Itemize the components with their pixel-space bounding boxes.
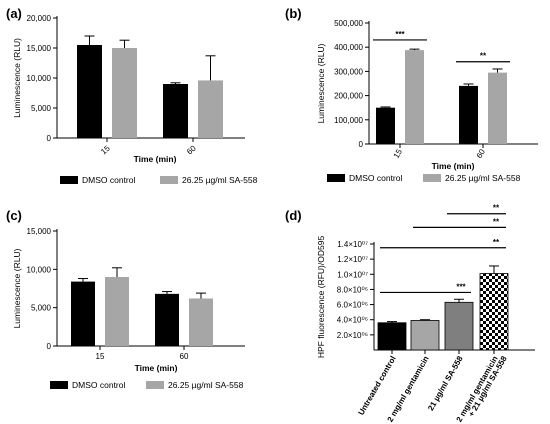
panel-c-legend-label: 26.25 µg/ml SA-558 [168, 380, 244, 390]
panel-b-ytick-label: 500,000 [334, 19, 363, 28]
panel-b-ytick-label: 100,000 [334, 116, 363, 125]
panel-b-bar [459, 85, 478, 144]
panel-c-xtitle: Time (min) [135, 363, 178, 373]
panel-b-significance-label: ** [480, 52, 487, 61]
panel-b-significance-label: *** [395, 30, 405, 39]
panel-d-bar [377, 322, 407, 351]
panel-d-xtick-label: 21 µg/ml SA-558 [426, 354, 465, 412]
panel-a-ytick-label: 5,000 [31, 104, 52, 113]
panel-d-letter: (d) [285, 208, 302, 223]
panel-c-bar [155, 293, 179, 346]
panel-d-significance-label: ** [493, 204, 500, 213]
panel-b-legend-swatch [423, 174, 441, 182]
panel-b-xtick-label: 15 [392, 147, 405, 160]
panel-b-bar [405, 50, 424, 144]
panel-b-legend-label: DMSO control [349, 173, 402, 183]
panel-d-ylabel: HPF fluorescence (RFU)/OD595 [316, 236, 326, 359]
panel-a-xtick-label: 60 [185, 143, 198, 156]
panel-d-ytick-label: 8.0×10⁰⁶ [337, 285, 368, 294]
panel-c-ytick-label: 10,000 [27, 265, 52, 274]
panel-a-ytick-label: 15,000 [27, 44, 52, 53]
panel-b-bar [488, 72, 507, 144]
panel-d-significance-label: ** [493, 238, 500, 247]
panel-c-bar [189, 298, 213, 346]
panel-d-bar [479, 273, 509, 351]
panel-b-legend-swatch [327, 174, 345, 182]
panel-d-ytick-label: 1.0×10⁰⁷ [337, 270, 368, 279]
panel-c-xtick-label: 15 [96, 352, 105, 361]
panel-a-legend-label: 26.25 µg/ml SA-558 [182, 175, 258, 185]
panel-a-xtitle: Time (min) [134, 154, 177, 164]
panel-c-bar [71, 281, 95, 346]
panel-d-ytick-label: 1.4×10⁰⁷ [337, 240, 368, 249]
panel-b-bar [376, 107, 395, 144]
panel-c-legend-swatch [146, 381, 164, 389]
panel-b-xtick-label: 60 [475, 147, 488, 160]
panel-d-ytick-label: 6.0×10⁰⁶ [337, 301, 368, 310]
panel-b-ytick-label: 400,000 [334, 43, 363, 52]
panel-a-bar [112, 48, 137, 138]
panel-b-xtitle: Time (min) [432, 161, 475, 171]
panel-d-ytick-label: 4.0×10⁰⁶ [337, 316, 368, 325]
panel-a-ytick-label: 10,000 [27, 74, 52, 83]
panel-a-ytick-label: 20,000 [27, 14, 52, 23]
panel-a-xtick-label: 15 [99, 143, 112, 156]
panel-d-ytick-label: 1.2×10⁰⁷ [337, 255, 368, 264]
panel-c-letter: (c) [6, 208, 22, 223]
panel-a-bar [163, 84, 188, 138]
panel-b-ytick-label: 200,000 [334, 92, 363, 101]
panel-d-significance-label: *** [456, 282, 466, 291]
panel-a-bar [198, 80, 223, 138]
panel-a-letter: (a) [6, 6, 22, 21]
panel-c-ytick-label: 5,000 [31, 304, 52, 313]
panel-c-ytick-label: 0 [47, 342, 52, 351]
panel-d-bar [444, 301, 474, 351]
panel-c-legend-swatch [50, 381, 68, 389]
panel-a-legend-label: DMSO control [82, 175, 135, 185]
panel-a-legend-swatch [60, 176, 78, 184]
panel-c-ylabel: Luminescence (RLU) [12, 248, 22, 328]
panel-b-legend-label: 26.25 µg/ml SA-558 [445, 173, 521, 183]
panel-b-ytick-label: 0 [359, 140, 364, 149]
panel-c-xtick-label: 60 [180, 352, 189, 361]
panel-a-ytick-label: 0 [47, 134, 52, 143]
panel-c-bar [105, 277, 129, 346]
panel-d-significance-label: ** [493, 217, 500, 226]
panel-c-ytick-label: 15,000 [27, 227, 52, 236]
panel-c-legend-label: DMSO control [72, 380, 125, 390]
panel-a-ylabel: Luminescence (RLU) [12, 38, 22, 118]
panel-d-ytick-label: 2.0×10⁰⁶ [337, 331, 368, 340]
panel-b-letter: (b) [285, 6, 302, 21]
panel-a-bar [77, 45, 102, 138]
panel-b-ylabel: Luminescence (RLU) [316, 43, 326, 123]
panel-b-ytick-label: 300,000 [334, 67, 363, 76]
panel-d-bar [410, 320, 440, 351]
panel-a-legend-swatch [160, 176, 178, 184]
